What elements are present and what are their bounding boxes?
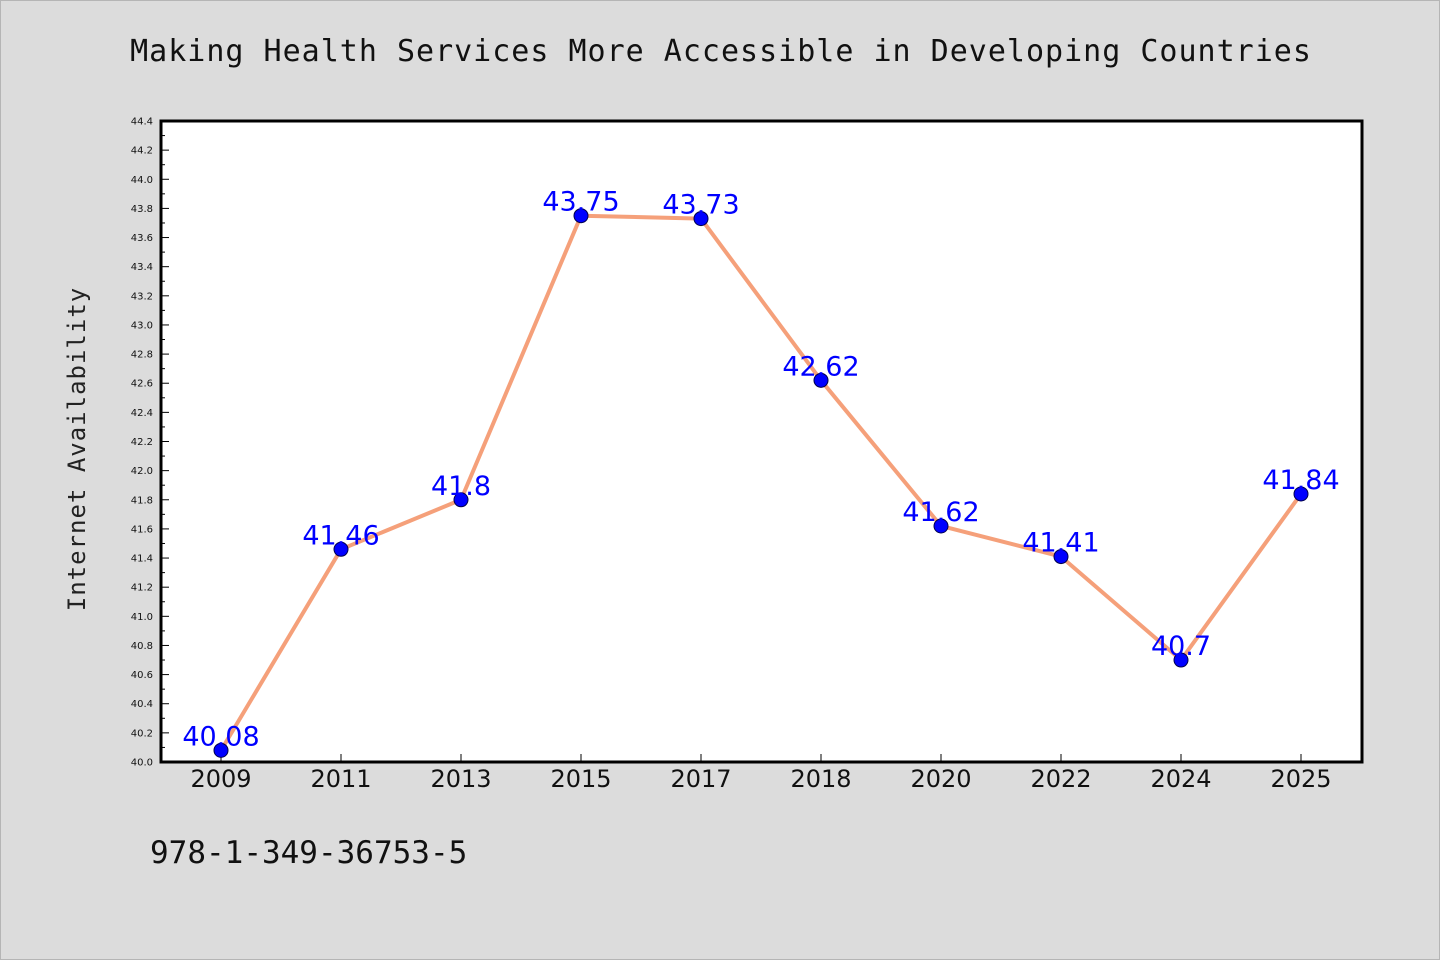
x-tick-label: 2022 — [1030, 765, 1091, 793]
y-tick-label: 43.0 — [131, 320, 153, 331]
y-tick-label: 41.8 — [131, 495, 153, 506]
x-axis-ticks: 2009 2011 2013 2015 2017 2018 2020 2022 2024 2025 — [190, 754, 1332, 793]
data-point — [1053, 549, 1069, 565]
data-point — [213, 742, 229, 758]
isbn-note: 978-1-349-36753-5 — [150, 835, 468, 871]
chart-title: Making Health Services More Accessible i… — [130, 34, 1312, 69]
data-point — [453, 492, 469, 508]
data-label: 41.46 — [302, 520, 379, 551]
y-tick-label: 40.4 — [131, 699, 153, 710]
series-markers — [213, 208, 1309, 758]
y-tick-label: 43.6 — [131, 233, 153, 244]
y-tick-label: 44.0 — [131, 175, 153, 186]
data-label: 41.8 — [431, 471, 491, 502]
y-tick-label: 43.8 — [131, 204, 153, 215]
series-line — [219, 213, 1303, 753]
y-tick-label: 42.0 — [131, 466, 153, 477]
data-point — [1173, 652, 1189, 668]
x-tick-label: 2018 — [790, 765, 851, 793]
y-tick-label: 40.8 — [131, 641, 153, 652]
x-tick-label: 2015 — [550, 765, 611, 793]
y-tick-label: 42.6 — [131, 379, 153, 390]
x-tick-label: 2025 — [1270, 765, 1331, 793]
data-label: 40.08 — [182, 721, 259, 752]
y-tick-label: 41.4 — [131, 554, 153, 565]
data-label: 42.62 — [782, 351, 859, 382]
y-tick-label: 42.2 — [131, 437, 153, 448]
y-tick-label: 41.0 — [131, 612, 153, 623]
x-tick-label: 2020 — [910, 765, 971, 793]
y-tick-label: 42.4 — [131, 408, 153, 419]
y-tick-label: 40.2 — [131, 728, 153, 739]
plot-area — [159, 119, 1364, 764]
x-tick-label: 2013 — [430, 765, 491, 793]
y-tick-label: 43.4 — [131, 262, 153, 273]
data-label: 41.84 — [1262, 465, 1339, 496]
data-labels: 40.08 41.46 41.8 43.75 43.73 42.62 41.62 41.41 4… — [182, 187, 1339, 753]
data-label: 41.62 — [902, 497, 979, 528]
y-tick-label: 43.2 — [131, 291, 153, 302]
data-point — [1293, 486, 1309, 502]
data-point — [693, 211, 709, 227]
data-label: 41.41 — [1022, 528, 1099, 559]
data-point — [813, 372, 829, 388]
x-tick-label: 2009 — [190, 765, 251, 793]
y-tick-label: 40.6 — [131, 670, 153, 681]
y-tick-label: 44.4 — [131, 117, 153, 128]
y-tick-label: 44.2 — [131, 146, 153, 157]
data-label: 43.73 — [662, 190, 739, 221]
y-tick-label: 40.0 — [131, 758, 153, 769]
x-tick-label: 2011 — [310, 765, 371, 793]
y-tick-label: 41.6 — [131, 524, 153, 535]
x-tick-label: 2024 — [1150, 765, 1211, 793]
data-point — [933, 518, 949, 534]
y-axis-ticks: 40.0 40.2 40.4 40.6 40.8 41.0 41.2 41.4 41.6 41.8… — [131, 117, 169, 769]
data-label: 43.75 — [542, 187, 619, 218]
y-tick-label: 42.8 — [131, 350, 153, 361]
data-point — [573, 208, 589, 224]
y-tick-label: 41.2 — [131, 583, 153, 594]
x-tick-label: 2017 — [670, 765, 731, 793]
data-label: 40.7 — [1151, 631, 1211, 662]
data-point — [333, 541, 349, 557]
